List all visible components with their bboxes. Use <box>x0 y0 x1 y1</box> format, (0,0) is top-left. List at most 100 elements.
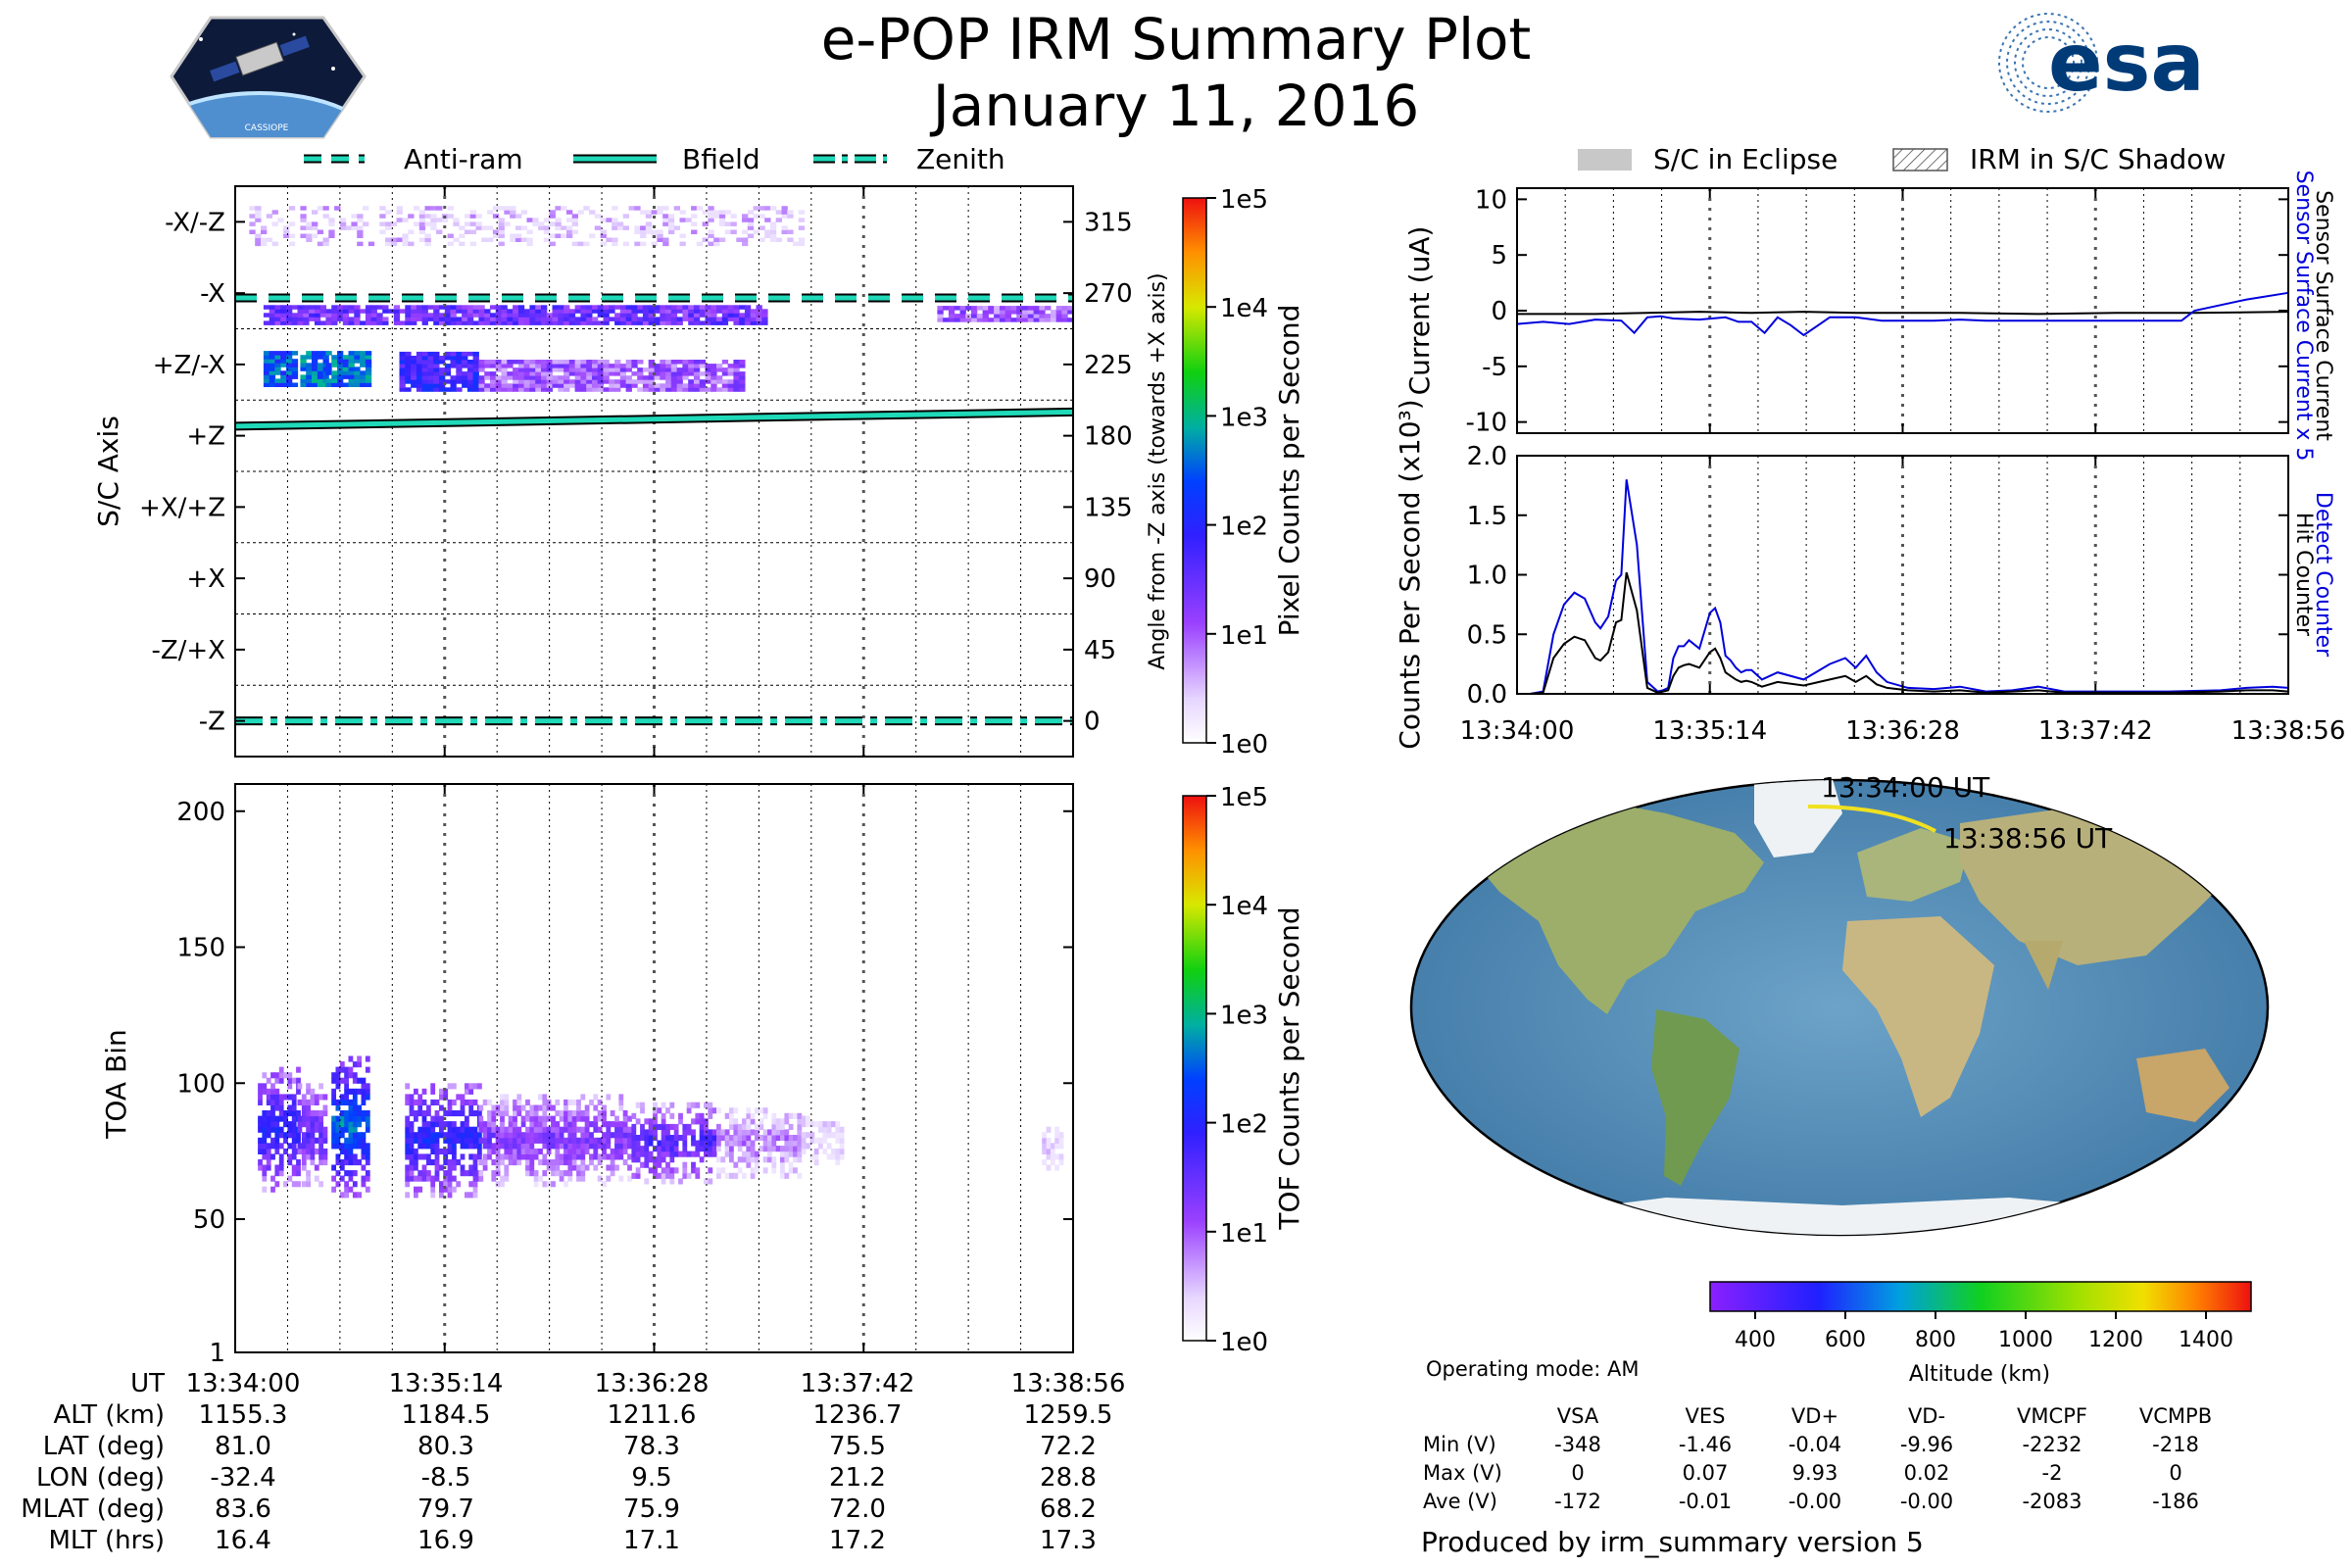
heatmap-cell <box>580 375 587 380</box>
heatmap-cell <box>249 214 256 219</box>
heatmap-cell <box>405 1148 411 1154</box>
heatmap-cell <box>631 1123 637 1130</box>
heatmap-cell <box>682 383 689 388</box>
heatmap-cell <box>657 233 663 238</box>
heatmap-cell <box>456 1159 462 1166</box>
heatmap-cell <box>370 313 377 318</box>
heatmap-cell <box>365 1186 370 1193</box>
heatmap-cell <box>490 387 497 392</box>
heatmap-cell <box>501 360 508 365</box>
heatmap-cell <box>577 210 584 215</box>
heatmap-cell <box>270 1186 275 1193</box>
heatmap-cell <box>274 378 281 383</box>
heatmap-cell <box>670 368 678 372</box>
heatmap-cell <box>344 1159 349 1166</box>
heatmap-cell <box>665 1146 670 1152</box>
heatmap-cell <box>729 1112 734 1119</box>
heatmap-cell <box>798 237 806 242</box>
heatmap-cell <box>1042 1143 1047 1150</box>
stats-cell: -0.00 <box>1900 1490 1953 1513</box>
heatmap-cell <box>614 313 621 318</box>
heatmap-cell <box>310 1153 316 1160</box>
heatmap-cell <box>580 1115 586 1122</box>
heatmap-cell <box>296 1088 301 1095</box>
heatmap-cell <box>564 1181 568 1188</box>
heatmap-cell <box>622 1132 628 1139</box>
heatmap-cell <box>523 387 530 392</box>
heatmap-cell <box>414 1137 418 1144</box>
heatmap-cell <box>501 313 508 318</box>
heatmap-cell <box>337 351 344 356</box>
heatmap-cell <box>297 1099 303 1105</box>
heatmap-cell <box>266 1088 271 1095</box>
heatmap-cell <box>733 320 740 325</box>
heatmap-cell <box>382 305 389 310</box>
heatmap-cell <box>610 1132 615 1139</box>
heatmap-cell <box>797 1146 803 1152</box>
heatmap-cell <box>274 1126 280 1133</box>
heatmap-cell <box>1067 310 1074 315</box>
heatmap-cell <box>686 1172 692 1179</box>
heatmap-cell <box>551 1143 556 1150</box>
heatmap-cell <box>710 368 717 372</box>
heatmap-cell <box>348 1186 354 1193</box>
heatmap-cell <box>602 1181 607 1188</box>
heatmap-cell <box>750 1129 756 1136</box>
heatmap-cell <box>274 1099 280 1105</box>
heatmap-cell <box>286 378 293 383</box>
heatmap-cell <box>1046 1153 1052 1160</box>
heatmap-cell <box>439 1121 444 1128</box>
pixel-angle-heatmap <box>249 206 1074 392</box>
heatmap-cell <box>439 368 446 372</box>
heatmap-cell <box>682 309 689 314</box>
heatmap-cell <box>501 320 508 325</box>
heatmap-cell <box>564 309 570 314</box>
heatmap-cell <box>361 1077 367 1084</box>
heatmap-cell <box>405 309 412 314</box>
heatmap-cell <box>631 1156 637 1163</box>
heatmap-cell <box>409 1094 415 1101</box>
north-america <box>1475 799 1764 1014</box>
heatmap-cell <box>546 317 553 321</box>
heatmap-cell <box>584 1132 590 1139</box>
heatmap-cell <box>742 1151 747 1157</box>
heatmap-cell <box>421 1115 427 1122</box>
current-series <box>1516 291 2289 337</box>
heatmap-cell <box>344 1115 349 1122</box>
heatmap-cell <box>937 318 944 322</box>
heatmap-cell <box>414 1186 418 1193</box>
heatmap-cell <box>627 1175 632 1182</box>
legend-antiram: Anti-ram <box>404 143 523 175</box>
heatmap-cell <box>342 363 350 368</box>
heatmap-cell <box>291 1164 297 1171</box>
heatmap-cell <box>806 1143 810 1150</box>
heatmap-cell <box>542 1159 548 1166</box>
heatmap-cell <box>660 368 666 372</box>
heatmap-cell <box>450 320 457 325</box>
heatmap-cell <box>746 1129 752 1136</box>
heatmap-cell <box>546 1115 552 1122</box>
heatmap-cell <box>635 1146 641 1152</box>
heatmap-cell <box>670 375 678 380</box>
heatmap-cell <box>434 1159 440 1166</box>
heatmap-cell <box>352 1153 358 1160</box>
heatmap-cell <box>665 309 672 314</box>
heatmap-cell <box>559 1126 564 1133</box>
heatmap-cell <box>635 1135 641 1142</box>
heatmap-cell <box>357 1137 362 1144</box>
heatmap-cell <box>797 1135 803 1142</box>
heatmap-cell <box>525 1137 530 1144</box>
heatmap-cell <box>405 351 412 357</box>
heatmap-cell <box>747 218 755 222</box>
heatmap-cell <box>959 318 966 322</box>
heatmap-cell <box>597 368 604 372</box>
heatmap-cell <box>631 317 638 321</box>
heatmap-cell <box>270 1175 275 1182</box>
heatmap-cell <box>568 309 576 314</box>
heatmap-cell <box>682 364 689 368</box>
heatmap-cell <box>460 1094 466 1101</box>
heatmap-cell <box>296 1164 301 1171</box>
heatmap-cell <box>669 1102 675 1108</box>
heatmap-cell <box>434 1099 440 1105</box>
heatmap-cell <box>622 1110 628 1117</box>
